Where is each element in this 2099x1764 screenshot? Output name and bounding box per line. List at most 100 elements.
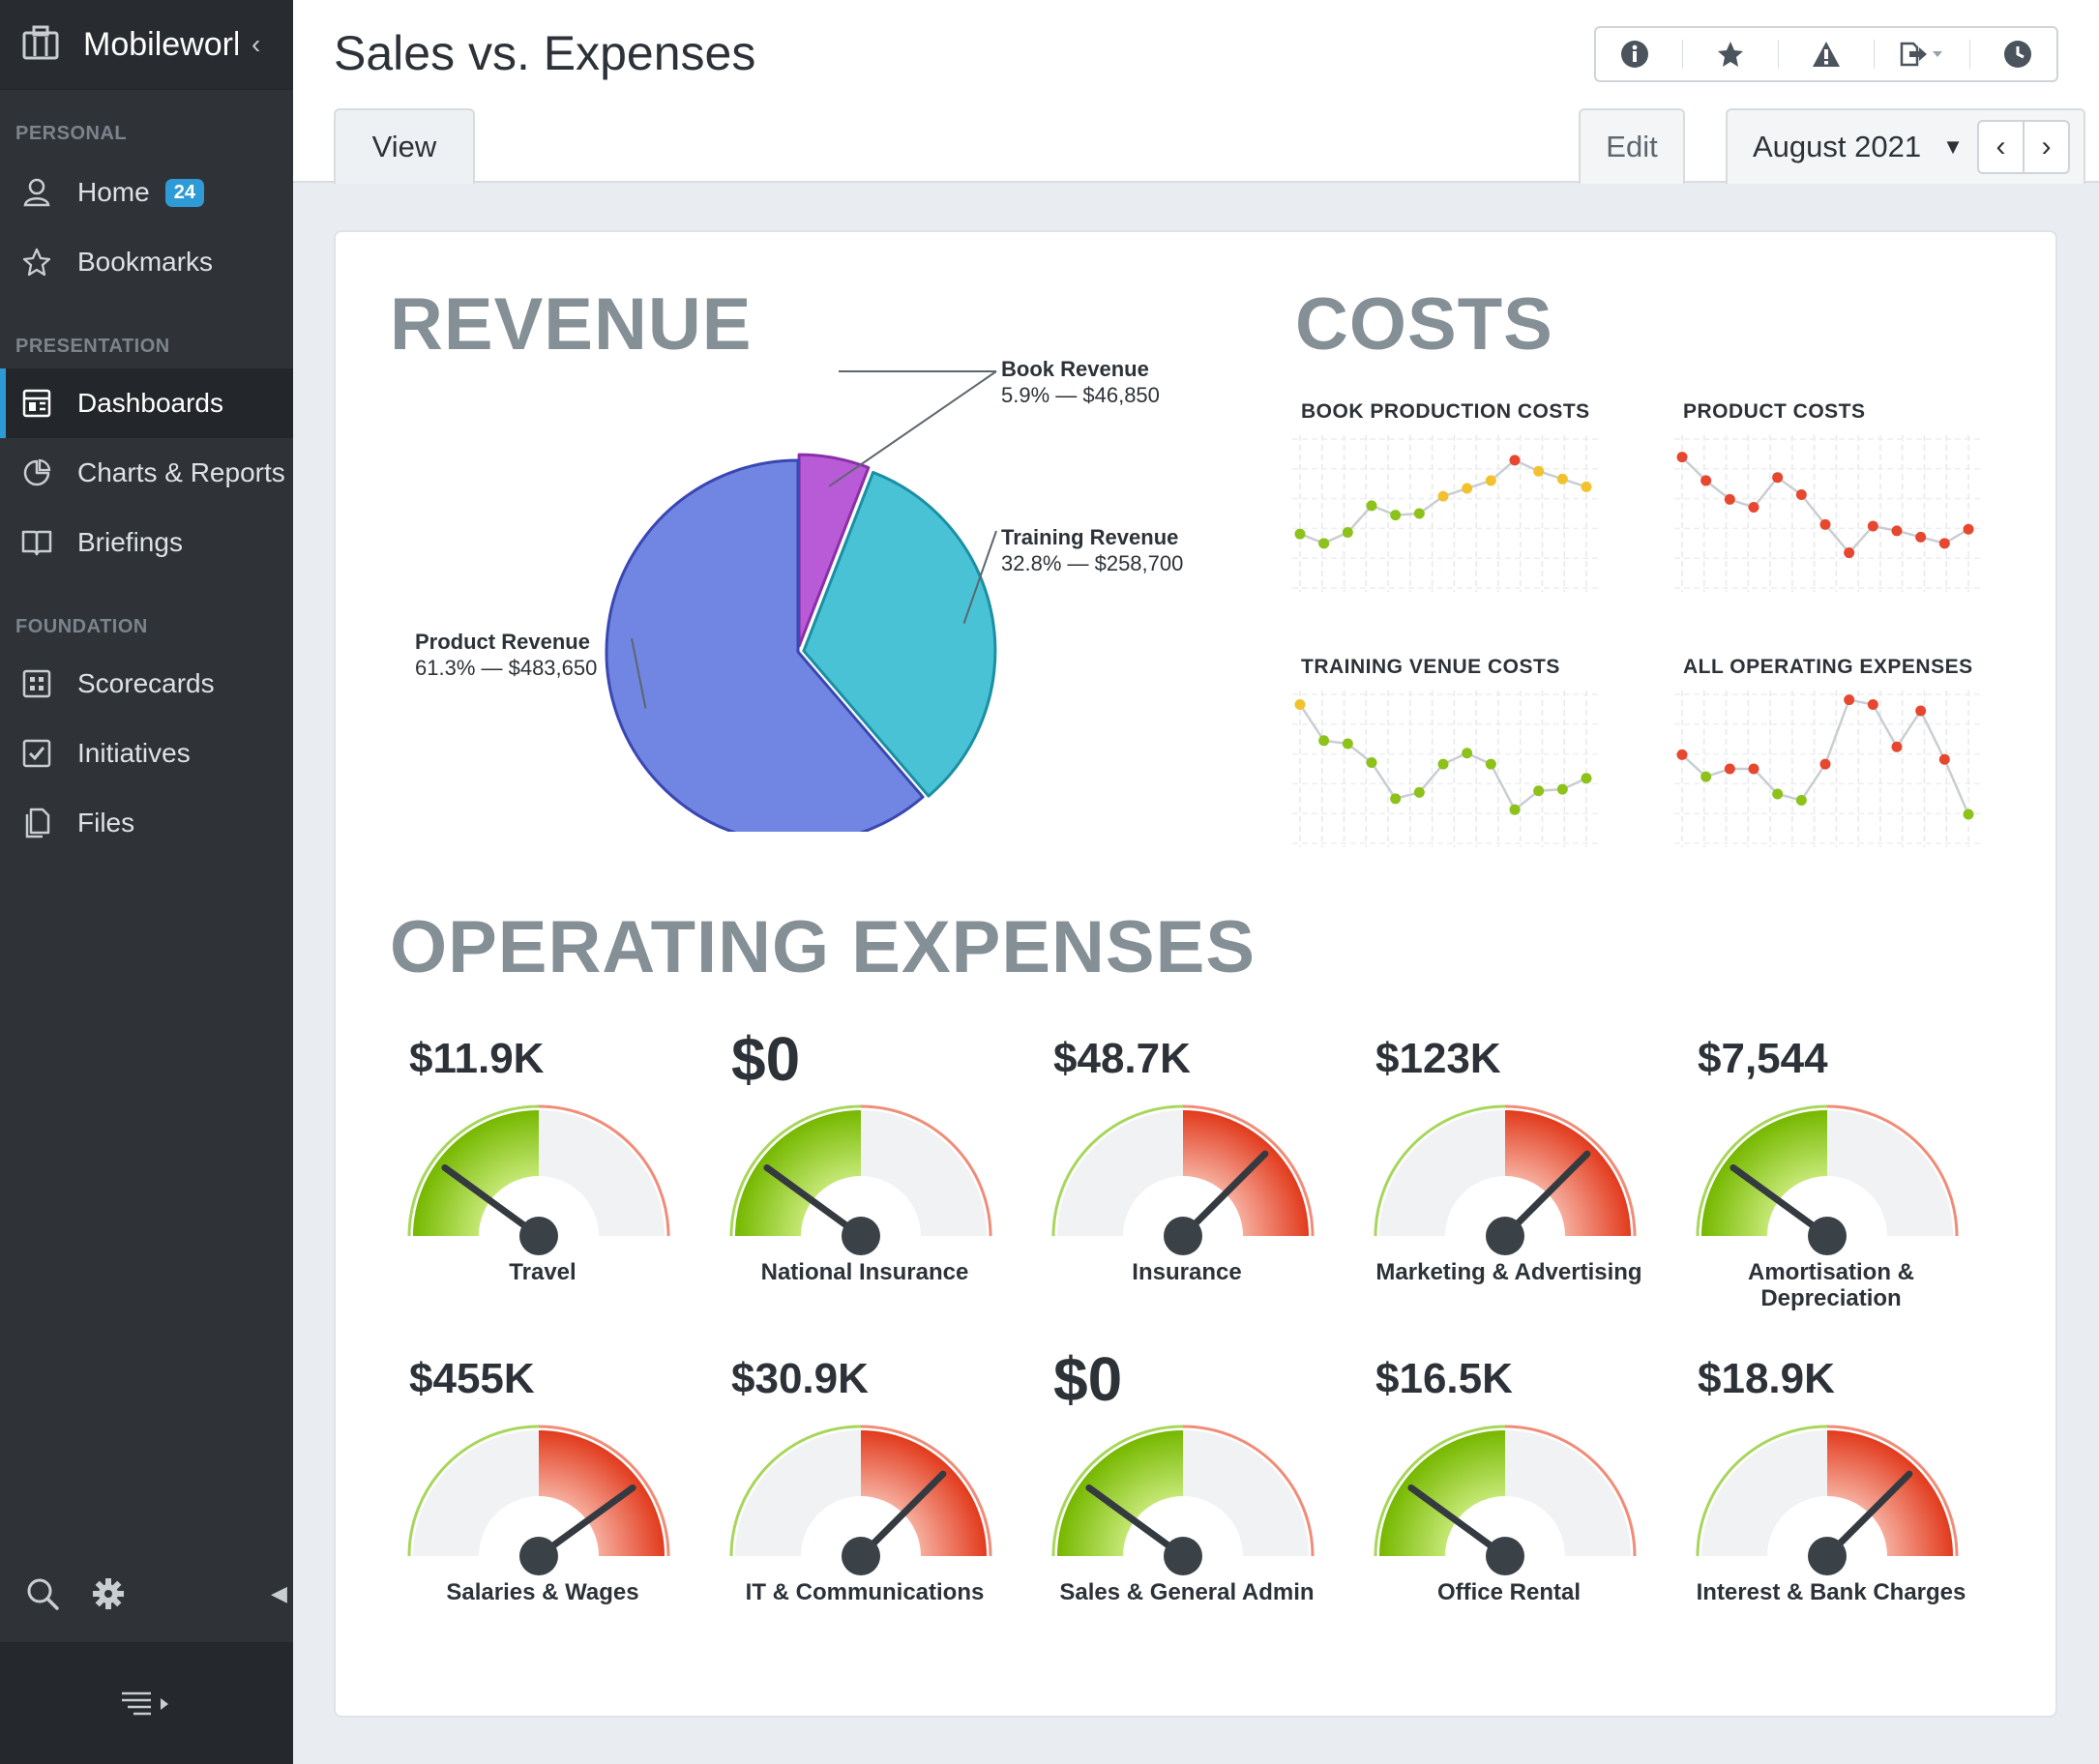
tab-view[interactable]: View: [334, 108, 475, 184]
data-point: [1724, 493, 1735, 505]
collapse-sidebar-icon[interactable]: ‹: [251, 29, 261, 59]
gauge-rim-low: [1051, 1104, 1184, 1237]
gauge-rim-high: [860, 1425, 992, 1557]
sparkline-title: TRAINING VENUE COSTS: [1301, 656, 1560, 678]
data-point: [1366, 500, 1377, 512]
gauge-label: Insurance: [1132, 1259, 1242, 1285]
slice-label-product: Product Revenue 61.3% — $483,650: [415, 629, 597, 681]
sidebar-item-briefings[interactable]: Briefings: [0, 508, 293, 577]
gauge-dial: [1051, 1104, 1315, 1255]
leader-line: [962, 530, 997, 624]
page-title: Sales vs. Expenses: [334, 26, 756, 80]
leader-line: [631, 637, 647, 709]
gauge-dial: [1051, 1425, 1315, 1575]
gauge-it-communications[interactable]: $30.9K IT & Communications: [720, 1355, 1010, 1674]
gauge-value: $0: [1053, 1344, 1123, 1414]
data-point: [1963, 808, 1974, 820]
sidebar-item-scorecards[interactable]: Scorecards: [0, 649, 293, 719]
dashboard-icon: [21, 388, 52, 419]
data-point: [1844, 547, 1855, 559]
slice-label-training: Training Revenue 32.8% — $258,700: [1001, 524, 1183, 576]
warning-icon[interactable]: [1797, 35, 1855, 74]
data-point: [1867, 698, 1878, 710]
gauge-value: $0: [731, 1024, 801, 1094]
data-point: [1390, 793, 1402, 805]
data-point: [1509, 455, 1521, 466]
gauge-marketing-advertising[interactable]: $123K Marketing & Advertising: [1364, 1035, 1654, 1354]
gear-icon[interactable]: [91, 1576, 126, 1611]
sidebar-bottom-actions: ◀: [0, 1553, 293, 1634]
data-point: [1294, 698, 1306, 710]
data-point: [1772, 472, 1784, 484]
gauge-rim-high: [1182, 1425, 1315, 1557]
data-point: [1318, 735, 1330, 747]
sidebar-item-label: Home: [77, 177, 150, 207]
book-icon: [21, 527, 52, 558]
data-point: [1915, 531, 1927, 543]
period-selector[interactable]: August 2021 ▼ ‹ ›: [1726, 108, 2085, 184]
data-point: [1795, 794, 1807, 806]
pie-slice-book: [797, 453, 871, 648]
next-period-button[interactable]: ›: [2023, 122, 2068, 172]
gauge-center: [1123, 1176, 1243, 1236]
section-foundation: FOUNDATION: [15, 615, 148, 637]
gauge-center: [1445, 1176, 1565, 1236]
divider: [1777, 40, 1779, 69]
costs-heading: COSTS: [1295, 283, 1553, 366]
export-icon[interactable]: [1893, 35, 1951, 74]
sidebar-item-home[interactable]: Home 24: [0, 158, 293, 227]
collapse-left-icon[interactable]: ◀: [271, 1581, 287, 1605]
gauge-dial: [407, 1425, 670, 1575]
divider: [1969, 40, 1971, 69]
data-point: [1342, 738, 1353, 750]
product-costs-sparkline: [1674, 435, 1980, 592]
history-icon[interactable]: [1989, 35, 2047, 74]
sidebar-item-bookmarks[interactable]: Bookmarks: [0, 227, 293, 297]
data-point: [1795, 489, 1807, 501]
gauge-center: [1767, 1176, 1887, 1236]
gauge-dial: [1374, 1425, 1637, 1575]
search-icon[interactable]: [25, 1576, 60, 1611]
caret-down-icon: ▼: [1942, 134, 1964, 159]
data-point: [1390, 510, 1402, 521]
gauge-sales-general-admin[interactable]: $0 Sales & General Admin: [1042, 1344, 1332, 1674]
info-icon[interactable]: [1606, 35, 1664, 74]
data-point: [1318, 538, 1330, 549]
gauge-interest-bank-charges[interactable]: $18.9K Interest & Bank Charges: [1686, 1355, 1976, 1674]
gauge-value: $30.9K: [731, 1355, 869, 1402]
star-icon[interactable]: [1701, 35, 1759, 74]
divider: [1874, 40, 1876, 69]
gauge-value: $7,544: [1698, 1035, 1828, 1082]
app-name: Mobileworks: [83, 25, 238, 63]
data-point: [1485, 475, 1496, 486]
gauge-amortisation-depreciation[interactable]: $7,544 Amortisation & Depreciation: [1686, 1035, 1976, 1354]
data-point: [1294, 528, 1306, 540]
sidebar-item-initiatives[interactable]: Initiatives: [0, 719, 293, 788]
sidebar-item-label: Files: [77, 808, 135, 838]
tab-edit[interactable]: Edit: [1579, 108, 1685, 184]
data-point: [1462, 483, 1473, 494]
gauge-salaries-wages[interactable]: $455K Salaries & Wages: [398, 1355, 688, 1674]
files-icon: [21, 808, 52, 838]
data-point: [1581, 773, 1592, 784]
gauge-national-insurance[interactable]: $0 National Insurance: [720, 1024, 1010, 1354]
sidebar-item-dashboards[interactable]: Dashboards: [0, 368, 293, 438]
data-point: [1366, 757, 1377, 769]
data-point: [1963, 523, 1974, 535]
gauge-travel[interactable]: $11.9K Travel: [398, 1035, 688, 1354]
gauge-dial: [1374, 1104, 1637, 1255]
gauge-insurance[interactable]: $48.7K Insurance: [1042, 1035, 1332, 1354]
menu-expand-icon[interactable]: [118, 1689, 176, 1718]
notification-badge: 24: [164, 178, 204, 207]
gauge-rim-high: [1504, 1104, 1637, 1237]
training-venue-costs-sparkline: [1292, 691, 1598, 847]
gauge-label: Marketing & Advertising: [1375, 1259, 1642, 1285]
gauge-center: [479, 1176, 599, 1236]
data-point: [1891, 741, 1903, 752]
previous-period-button[interactable]: ‹: [1996, 131, 2006, 162]
sidebar-item-charts-reports[interactable]: Charts & Reports: [0, 438, 293, 508]
gauge-dial: [729, 1425, 992, 1575]
slice-label-book: Book Revenue 5.9% — $46,850: [1001, 356, 1160, 408]
gauge-office-rental[interactable]: $16.5K Office Rental: [1364, 1355, 1654, 1674]
sidebar-item-files[interactable]: Files: [0, 788, 293, 858]
